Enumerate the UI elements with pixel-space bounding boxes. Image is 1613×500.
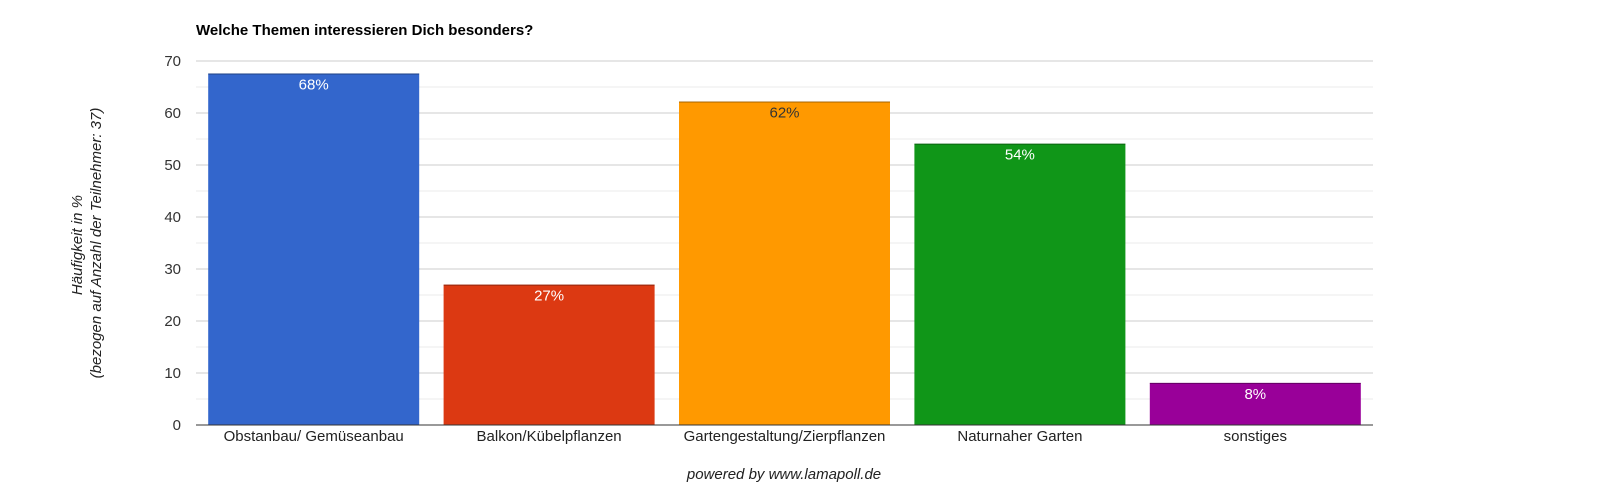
- chart-title: Welche Themen interessieren Dich besonde…: [196, 22, 533, 39]
- x-axis-ticks: Obstanbau/ Gemüseanbau Balkon/Kübelpflanz…: [224, 428, 1287, 445]
- bars: [208, 73, 1361, 425]
- x-category-label: Balkon/Kübelpflanzen: [477, 428, 622, 445]
- x-category-label: sonstiges: [1224, 428, 1287, 445]
- bar-data-label: 68%: [299, 76, 329, 93]
- y-tick-label: 0: [173, 417, 181, 434]
- bar-data-label: 27%: [534, 288, 564, 305]
- x-category-label: Obstanbau/ Gemüseanbau: [224, 428, 404, 445]
- data-labels: 68% 27% 62% 54% 8%: [299, 76, 1266, 402]
- y-tick-label: 40: [164, 209, 181, 226]
- powered-by-footer: powered by www.lamapoll.de: [686, 466, 881, 483]
- y-tick-label: 50: [164, 157, 181, 174]
- bar: [1149, 382, 1361, 425]
- y-axis-label-line-2: (bezogen auf Anzahl der Teilnehmer: 37): [88, 108, 105, 379]
- bar-data-label: 8%: [1244, 386, 1266, 403]
- y-tick-label: 70: [164, 53, 181, 70]
- bar: [679, 101, 890, 425]
- x-category-label: Naturnaher Garten: [957, 428, 1082, 445]
- y-axis-label-line-1: Häufigkeit in %: [69, 195, 86, 295]
- bar: [208, 73, 420, 425]
- y-axis-ticks: 0 10 20 30 40 50 60 70: [164, 53, 181, 434]
- y-tick-label: 10: [164, 365, 181, 382]
- y-tick-label: 20: [164, 313, 181, 330]
- x-category-label: Gartengestaltung/Zierpflanzen: [684, 428, 886, 445]
- y-tick-label: 60: [164, 105, 181, 122]
- bar: [443, 284, 655, 425]
- bar-data-label: 62%: [769, 105, 799, 122]
- bar-data-label: 54%: [1005, 147, 1035, 164]
- y-axis-label: Häufigkeit in % (bezogen auf Anzahl der …: [69, 108, 105, 379]
- y-tick-label: 30: [164, 261, 181, 278]
- bar: [914, 143, 1126, 425]
